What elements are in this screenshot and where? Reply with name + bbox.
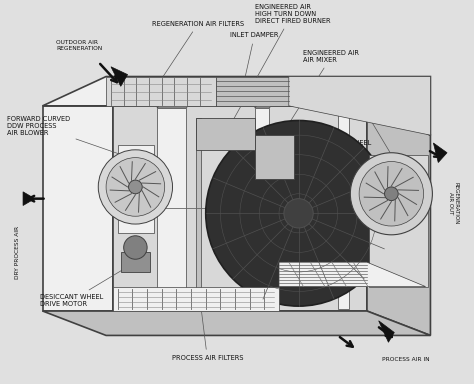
Text: ENGINEERED AIR
AIR MIXER: ENGINEERED AIR AIR MIXER (271, 50, 359, 152)
Circle shape (284, 199, 313, 228)
Circle shape (124, 236, 147, 259)
Text: DESICCANT WHEEL: DESICCANT WHEEL (308, 140, 372, 167)
Polygon shape (255, 108, 269, 309)
Text: OUTDOOR AIR
REGENERATION: OUTDOOR AIR REGENERATION (56, 40, 102, 51)
Polygon shape (43, 106, 113, 311)
Text: AMCA RATED
REGENERATION AIR BLOWER: AMCA RATED REGENERATION AIR BLOWER (308, 89, 403, 152)
Polygon shape (113, 106, 367, 311)
FancyBboxPatch shape (121, 252, 150, 272)
Polygon shape (43, 76, 430, 135)
Polygon shape (157, 81, 216, 108)
Circle shape (350, 153, 432, 235)
Circle shape (98, 150, 173, 224)
Polygon shape (369, 155, 428, 286)
Text: DRY PROCESS AIR: DRY PROCESS AIR (15, 226, 20, 279)
Polygon shape (196, 118, 201, 309)
Text: REGENERATION
AIR OUT: REGENERATION AIR OUT (447, 182, 458, 225)
Circle shape (384, 187, 398, 200)
Circle shape (128, 180, 142, 194)
Polygon shape (289, 76, 430, 135)
Polygon shape (379, 321, 394, 342)
Polygon shape (118, 145, 154, 233)
Polygon shape (255, 135, 294, 179)
Text: PROCESS AIR FILTERS: PROCESS AIR FILTERS (172, 309, 243, 361)
Polygon shape (43, 311, 430, 336)
Polygon shape (196, 118, 255, 150)
Polygon shape (157, 108, 186, 309)
Polygon shape (216, 76, 289, 106)
Text: REGENERATION AIR FILTERS: REGENERATION AIR FILTERS (152, 21, 244, 76)
Text: PROCESS AIR IN: PROCESS AIR IN (382, 358, 430, 362)
Polygon shape (367, 106, 430, 336)
Text: FORWARD CURVED
DDW PROCESS
AIR BLOWER: FORWARD CURVED DDW PROCESS AIR BLOWER (8, 116, 133, 159)
Polygon shape (113, 286, 279, 311)
Text: ENGINEERED AIR
HIGH TURN DOWN
DIRECT FIRED BURNER: ENGINEERED AIR HIGH TURN DOWN DIRECT FIR… (231, 4, 330, 123)
Polygon shape (279, 262, 426, 286)
Text: DESICCANT WHEEL
DRIVE MOTOR: DESICCANT WHEEL DRIVE MOTOR (40, 263, 133, 307)
Circle shape (206, 121, 392, 306)
Polygon shape (23, 192, 35, 205)
Polygon shape (111, 67, 128, 86)
Polygon shape (337, 81, 377, 108)
Polygon shape (255, 81, 299, 108)
Circle shape (359, 162, 424, 226)
Text: INLET DAMPER: INLET DAMPER (230, 33, 279, 76)
Circle shape (106, 157, 164, 216)
Polygon shape (433, 143, 447, 162)
Polygon shape (106, 76, 216, 106)
Polygon shape (337, 108, 349, 309)
